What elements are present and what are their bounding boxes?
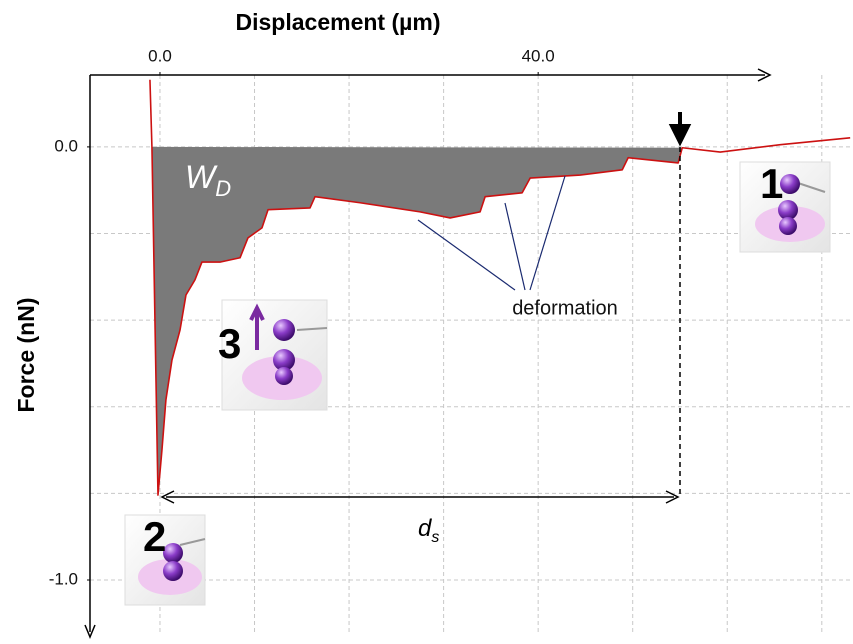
x-axis-title: Displacement (µm) xyxy=(236,9,441,35)
y-tick-label: 0.0 xyxy=(54,136,78,155)
ds-label: ds xyxy=(418,515,439,546)
icon-1 xyxy=(739,161,831,253)
y-axis-title: Force (nN) xyxy=(13,298,39,413)
wd-label: WD xyxy=(185,159,231,200)
x-tick-label: 40.0 xyxy=(522,46,555,65)
icon-2 xyxy=(124,514,206,606)
x-tick-label: 0.0 xyxy=(148,46,172,65)
wd-label-sub: D xyxy=(215,176,231,201)
detach-arrow xyxy=(668,112,692,147)
step-label-1: 1 xyxy=(760,160,783,207)
y-tick-label: -1.0 xyxy=(49,569,78,588)
step-label-3: 3 xyxy=(218,320,241,367)
ds-label-sub: s xyxy=(431,529,439,546)
ds-label-main: d xyxy=(418,515,432,542)
wd-label-main: W xyxy=(185,159,218,195)
icon-3 xyxy=(221,299,328,411)
ds-arrowheads xyxy=(160,490,680,504)
deformation-arrows xyxy=(417,175,566,291)
step-label-2: 2 xyxy=(143,513,166,560)
deformation-label: deformation xyxy=(512,297,618,319)
force-curve xyxy=(149,79,851,496)
y-axis-arrow xyxy=(84,624,96,639)
work-area xyxy=(151,146,683,496)
x-axis-arrow xyxy=(757,68,772,82)
plot-area xyxy=(90,75,853,635)
